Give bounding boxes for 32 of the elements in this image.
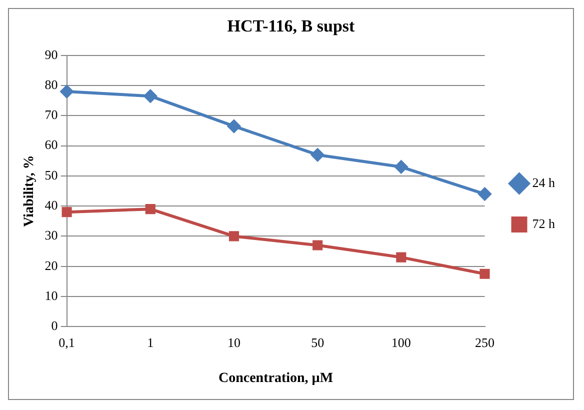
x-tick-label: 100 [391, 334, 411, 350]
x-tick-label: 10 [227, 334, 240, 350]
point [394, 160, 408, 174]
y-tick-label: 10 [44, 288, 58, 303]
y-tick-label: 70 [44, 107, 58, 122]
x-axis-title: Concentration, µM [218, 371, 334, 386]
legend-label: 72 h [532, 216, 556, 231]
point [311, 148, 324, 162]
point [228, 231, 240, 242]
point [60, 85, 74, 98]
x-tick-label: 0,1 [58, 334, 75, 350]
point [312, 240, 323, 250]
y-tick-label: 20 [44, 258, 58, 273]
y-tick-label: 80 [44, 76, 58, 92]
y-tick-label: 50 [44, 167, 58, 182]
x-tick-label: 250 [475, 334, 494, 350]
point [145, 204, 156, 214]
point [227, 120, 240, 133]
y-tick-label: 0 [51, 318, 58, 334]
y-tick-label: 30 [44, 228, 58, 243]
legend-label: 24 h [532, 174, 556, 190]
y-tick-label: 90 [44, 46, 58, 62]
x-tick-label: 50 [311, 334, 324, 350]
y-axis-title: Viability, % [22, 155, 38, 227]
chart-title: HCT-116, B supst [227, 16, 356, 36]
point [144, 90, 157, 103]
point [478, 188, 492, 201]
y-tick-label: 40 [44, 197, 58, 212]
point [396, 252, 406, 262]
point [480, 268, 490, 279]
x-tick-label: 1 [147, 334, 154, 350]
y-tick-label: 60 [44, 137, 58, 152]
